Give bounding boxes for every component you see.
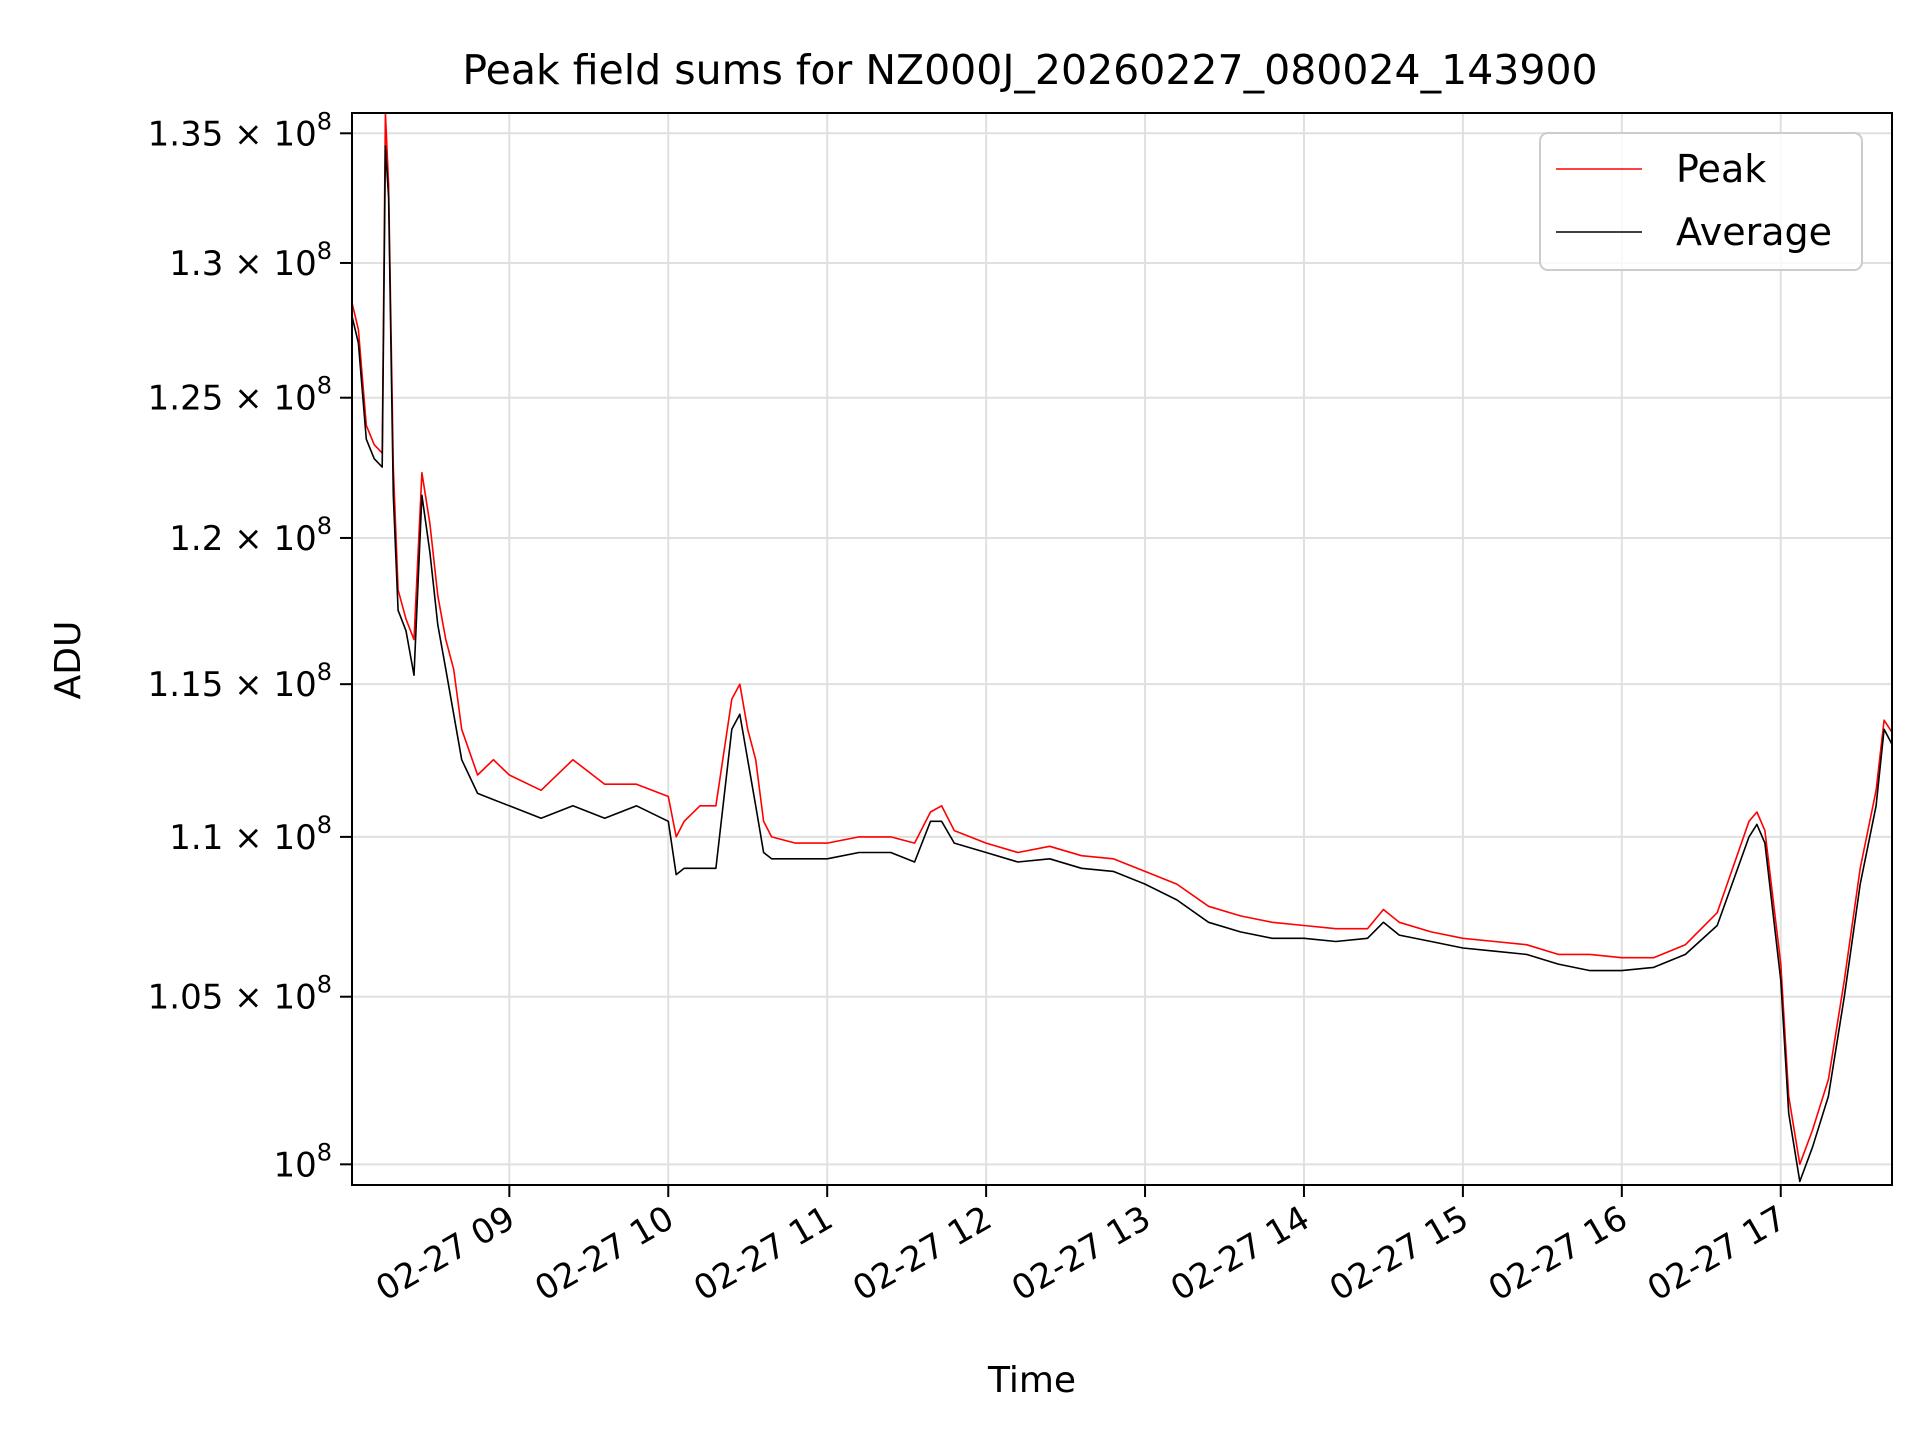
y-tick-exponent: 8 <box>317 1138 332 1166</box>
y-tick-label: 1.35 × 108 <box>148 107 332 154</box>
y-tick-exponent: 8 <box>317 372 332 400</box>
x-axis-label: Time <box>987 1360 1076 1401</box>
y-tick-exponent: 8 <box>317 107 332 135</box>
y-tick-label: 1.25 × 108 <box>148 372 332 419</box>
y-tick-mantissa: 1.2 × 10 <box>169 519 316 559</box>
y-tick-mantissa: 1.15 × 10 <box>148 665 317 705</box>
y-tick-exponent: 8 <box>317 658 332 686</box>
chart-title: Peak field sums for NZ000J_20260227_0800… <box>462 46 1597 94</box>
y-tick-mantissa: 1.1 × 10 <box>169 818 316 858</box>
y-tick-mantissa: 10 <box>273 1145 316 1185</box>
y-tick-exponent: 8 <box>317 237 332 265</box>
y-tick-mantissa: 1.35 × 10 <box>148 114 317 154</box>
y-tick-mantissa: 1.05 × 10 <box>148 978 317 1018</box>
y-axis-label: ADU <box>48 621 89 700</box>
y-tick-exponent: 8 <box>317 971 332 999</box>
y-tick-mantissa: 1.3 × 10 <box>169 244 316 284</box>
legend-label-peak: Peak <box>1676 147 1766 191</box>
y-tick-label: 108 <box>273 1138 332 1185</box>
series-layer <box>352 113 1892 1183</box>
legend: Peak Average <box>1539 132 1863 271</box>
y-tick-label: 1.1 × 108 <box>169 811 332 858</box>
grid-lines <box>352 113 1892 1185</box>
y-tick-exponent: 8 <box>317 512 332 540</box>
legend-box <box>1539 132 1863 271</box>
legend-label-average: Average <box>1676 210 1832 254</box>
y-tick-label: 1.3 × 108 <box>169 237 332 284</box>
series-line-average <box>352 145 1892 1183</box>
y-tick-label: 1.05 × 108 <box>148 971 332 1018</box>
series-line-peak <box>352 113 1892 1166</box>
plot-frame <box>351 112 1893 1186</box>
y-tick-exponent: 8 <box>317 811 332 839</box>
y-tick-label: 1.15 × 108 <box>148 658 332 705</box>
y-tick-label: 1.2 × 108 <box>169 512 332 559</box>
y-tick-mantissa: 1.25 × 10 <box>148 379 317 419</box>
